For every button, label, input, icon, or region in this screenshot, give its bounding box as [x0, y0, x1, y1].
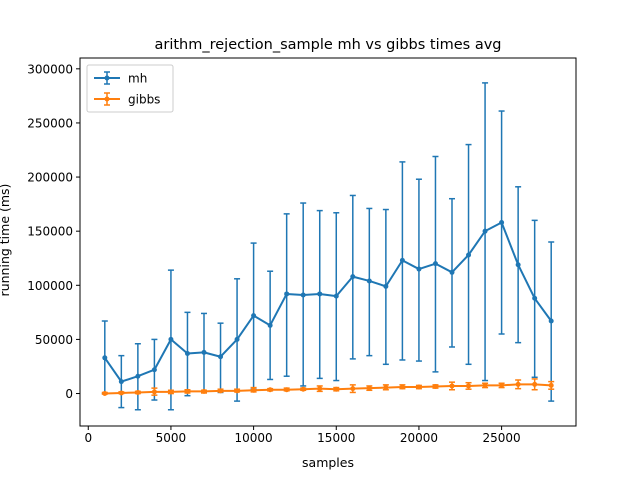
x-tick-label: 25000 [483, 431, 521, 445]
mh-point [168, 336, 174, 342]
mh-line [103, 221, 553, 383]
mh-point [284, 291, 290, 297]
gibbs-point [432, 383, 438, 389]
mh-point [366, 278, 372, 284]
axes-frame [79, 57, 577, 427]
gibbs-point [284, 387, 290, 393]
legend-gibbs-label: gibbs [128, 93, 160, 107]
mh-point [317, 291, 323, 297]
mh-point [218, 354, 224, 360]
x-axis-label: samples [302, 455, 354, 470]
gibbs-point [482, 382, 488, 388]
y-tick-label: 100000 [27, 279, 73, 293]
gibbs-point [234, 388, 240, 394]
mh-point [432, 261, 438, 267]
y-tick-label: 0 [65, 387, 73, 401]
x-tick-label: 0 [84, 431, 92, 445]
mh-point [251, 313, 257, 319]
gibbs-point [218, 388, 224, 394]
mh-point [449, 269, 455, 275]
gibbs-line [104, 383, 552, 395]
mh-point [548, 318, 554, 324]
mh-point [350, 274, 356, 280]
x-tick-label: 5000 [156, 431, 187, 445]
mh-point [135, 373, 141, 379]
mh-point [267, 322, 273, 328]
mh-point [300, 292, 306, 298]
gibbs-point [449, 383, 455, 389]
mh-point [416, 266, 422, 272]
series-gibbs [101, 378, 555, 397]
mh-point [532, 295, 538, 301]
gibbs-point [350, 386, 356, 392]
plot-area [101, 82, 555, 411]
mh-point [499, 220, 505, 226]
mh-point [102, 355, 108, 361]
gibbs-point [466, 383, 472, 389]
gibbs-point [267, 387, 273, 393]
mh-point [184, 350, 190, 356]
gibbs-point [118, 390, 124, 396]
gibbs-point [168, 389, 174, 395]
chart-title: arithm_rejection_sample mh vs gibbs time… [154, 37, 501, 53]
legend-mh-label: mh [128, 72, 147, 86]
gibbs-point [201, 388, 207, 394]
gibbs-point [317, 386, 323, 392]
gibbs-point [366, 385, 372, 391]
y-tick-label: 300000 [27, 62, 73, 76]
mh-point [466, 252, 472, 258]
mh-point [383, 283, 389, 289]
y-tick-label: 250000 [27, 116, 73, 130]
gibbs-point [383, 385, 389, 391]
gibbs-point [135, 389, 141, 395]
gibbs-point [416, 384, 422, 390]
gibbs-point [333, 386, 339, 392]
mh-point [234, 336, 240, 342]
mh-point [333, 293, 339, 299]
mh-point [151, 367, 157, 373]
gibbs-point [499, 382, 505, 388]
gibbs-point [399, 384, 405, 390]
gibbs-point [300, 386, 306, 392]
x-tick-label: 10000 [235, 431, 273, 445]
legend: mh gibbs [86, 64, 174, 113]
mh-point [201, 349, 207, 355]
gibbs-point [102, 391, 108, 397]
gibbs-point [251, 387, 257, 393]
x-tick-label: 15000 [317, 431, 355, 445]
mh-point [118, 379, 124, 385]
gibbs-point [548, 382, 554, 388]
mh-point [482, 228, 488, 234]
legend-gibbs-marker [104, 96, 110, 102]
gibbs-point [532, 381, 538, 387]
legend-mh-marker [104, 75, 110, 81]
axes: 0 5000 10000 15000 20000 25000050000100000150… [27, 57, 577, 445]
mh-point [515, 262, 521, 268]
y-tick-label: 50000 [35, 333, 73, 347]
gibbs-point [184, 388, 190, 394]
y-tick-label: 200000 [27, 171, 73, 185]
y-tick-label: 150000 [27, 225, 73, 239]
gibbs-point [151, 389, 157, 395]
gibbs-point [515, 381, 521, 387]
x-tick-label: 20000 [400, 431, 438, 445]
y-axis-label: running time (ms) [0, 184, 12, 297]
mh-point [399, 257, 405, 263]
